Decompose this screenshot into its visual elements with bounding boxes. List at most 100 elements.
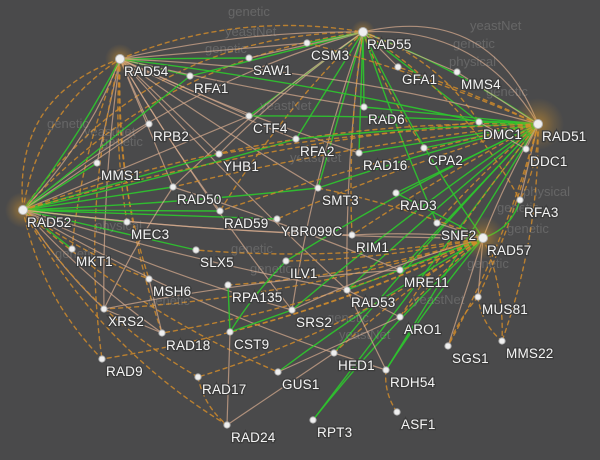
node-dot-GUS1[interactable] <box>274 368 282 376</box>
node-dot-RAD57[interactable] <box>478 233 488 243</box>
physical-edge-RAD54-CSM3[interactable] <box>119 42 308 60</box>
node-RAD50[interactable]: RAD50 <box>169 183 223 208</box>
physical-edge-GUS1-ARO1[interactable] <box>277 316 401 373</box>
node-dot-RAD53[interactable] <box>343 286 351 294</box>
node-dot-RAD17[interactable] <box>194 373 202 381</box>
green-edge-RAD51-RFA2[interactable] <box>295 123 539 140</box>
node-dot-DMC1[interactable] <box>475 118 483 126</box>
node-CTF4[interactable]: CTF4 <box>245 112 289 137</box>
physical-edge-RAD54-XRS2[interactable] <box>103 58 121 310</box>
node-RAD54[interactable]: RAD54 <box>115 54 170 80</box>
physical-edge-RAD24-HED1[interactable] <box>226 352 335 426</box>
node-ARO1[interactable]: ARO1 <box>396 313 443 338</box>
physical-edge-RAD55-RAD51[interactable] <box>362 30 539 125</box>
physical-edge-RAD54-RAD51[interactable] <box>119 58 539 125</box>
genetic-dashed-edge-RAD52-RAD55[interactable] <box>22 31 364 211</box>
node-RFA3[interactable]: RFA3 <box>516 196 560 221</box>
genetic-dashed-edge-RAD57-RPA135[interactable] <box>227 237 484 286</box>
node-SGS1[interactable]: SGS1 <box>444 342 490 367</box>
physical-edge-RAD54-RAD52[interactable] <box>22 58 121 211</box>
node-dot-RAD55[interactable] <box>358 27 368 37</box>
genetic-dashed-edge-RAD55-CPA2[interactable] <box>362 31 425 149</box>
node-RIM1[interactable]: RIM1 <box>348 231 390 256</box>
node-dot-RAD59[interactable] <box>216 207 224 215</box>
green-edge-RAD54-DMC1[interactable] <box>119 58 480 123</box>
node-MMS1[interactable]: MMS1 <box>93 159 142 184</box>
green-edge-RAD55-RAD57[interactable] <box>362 31 484 239</box>
physical-edge-RAD54-RAD55[interactable] <box>119 31 364 60</box>
node-dot-CTF4[interactable] <box>245 112 253 120</box>
node-dot-RAD9[interactable] <box>98 355 106 363</box>
node-SRS2[interactable]: SRS2 <box>288 306 333 331</box>
node-dot-RAD3[interactable] <box>392 189 400 197</box>
node-dot-RPT3[interactable] <box>309 416 317 424</box>
genetic-dashed-edge-RAD51-MMS22[interactable] <box>501 123 539 342</box>
genetic-dashed-edge-RAD51-CSM3[interactable] <box>306 42 539 125</box>
genetic-dashed-edge-RAD17-RAD24[interactable] <box>197 376 228 426</box>
node-dot-RIM1[interactable] <box>348 231 356 239</box>
node-RAD18[interactable]: RAD18 <box>158 329 212 354</box>
node-MSH6[interactable]: MSH6 <box>145 275 192 300</box>
green-edge-ILV1-CST9[interactable] <box>229 260 287 333</box>
node-dot-SRS2[interactable] <box>288 306 296 314</box>
node-GUS1[interactable]: GUS1 <box>274 368 321 393</box>
node-CST9[interactable]: CST9 <box>226 328 270 353</box>
node-RAD52[interactable]: RAD52 <box>18 205 73 231</box>
physical-edge-RAD50-XRS2[interactable] <box>103 186 174 310</box>
node-MRE11[interactable]: MRE11 <box>396 266 450 291</box>
physical-edge-RAD55-RAD51[interactable] <box>362 25 539 125</box>
physical-edge-RAD52-CTF4[interactable] <box>22 115 250 211</box>
genetic-dashed-edge-RAD54-RAD18[interactable] <box>119 58 163 334</box>
node-SAW1[interactable]: SAW1 <box>245 54 293 79</box>
genetic-dashed-edge-RAD51-ARO1[interactable] <box>399 123 539 318</box>
green-edge-RAD51-SRS2[interactable] <box>291 123 539 311</box>
node-dot-RPB2[interactable] <box>145 120 153 128</box>
node-dot-RAD6[interactable] <box>360 103 368 111</box>
node-MKT1[interactable]: MKT1 <box>68 245 114 270</box>
node-RAD55[interactable]: RAD55 <box>358 27 413 53</box>
node-YHB1[interactable]: YHB1 <box>215 150 260 175</box>
physical-edge-RAD54-RAD6[interactable] <box>119 58 365 108</box>
genetic-dashed-edge-RAD54-RAD55[interactable] <box>119 24 364 60</box>
node-RAD51[interactable]: RAD51 <box>533 119 588 145</box>
node-RDH54[interactable]: RDH54 <box>382 366 437 391</box>
node-dot-XRS2[interactable] <box>100 305 108 313</box>
green-edge-RAD51-RAD53[interactable] <box>346 123 539 291</box>
node-dot-RFA1[interactable] <box>186 72 194 80</box>
node-MMS4[interactable]: MMS4 <box>453 68 502 93</box>
genetic-dashed-edge-RAD57-SLX5[interactable] <box>195 237 484 255</box>
physical-edge-RAD55-SRS2[interactable] <box>291 31 364 311</box>
physical-edge-MRE11-XRS2[interactable] <box>103 269 401 310</box>
node-dot-ILV1[interactable] <box>282 257 290 265</box>
node-CSM3[interactable]: CSM3 <box>303 39 350 64</box>
green-edge-RAD51-HED1[interactable] <box>333 123 539 354</box>
node-dot-RAD24[interactable] <box>223 421 231 429</box>
node-RAD16[interactable]: RAD16 <box>355 149 409 174</box>
green-edge-RAD52-RFA1[interactable] <box>22 75 191 211</box>
node-ILV1[interactable]: ILV1 <box>282 257 319 282</box>
node-RPA135[interactable]: RPA135 <box>224 281 284 306</box>
physical-edge-RAD24-CST9[interactable] <box>226 331 231 426</box>
node-dot-MUS81[interactable] <box>474 293 482 301</box>
node-dot-YHB1[interactable] <box>215 150 223 158</box>
genetic-dashed-edge-RAD51-RAD59[interactable] <box>219 123 539 212</box>
node-RAD6[interactable]: RAD6 <box>360 103 406 128</box>
node-CPA2[interactable]: CPA2 <box>420 144 464 169</box>
physical-edge-RAD52-HED1[interactable] <box>22 209 335 354</box>
node-RPB2[interactable]: RPB2 <box>145 120 190 145</box>
node-dot-YBR099C[interactable] <box>273 215 281 223</box>
node-dot-RAD54[interactable] <box>115 54 125 64</box>
node-dot-GFA1[interactable] <box>394 63 402 71</box>
physical-edge-RAD52-RAD57[interactable] <box>22 209 484 239</box>
genetic-dashed-edge-RAD51-YHB1[interactable] <box>218 123 539 155</box>
node-RAD9[interactable]: RAD9 <box>98 355 144 380</box>
green-edge-RAD52-RFA2[interactable] <box>22 138 297 211</box>
node-dot-SAW1[interactable] <box>245 54 253 62</box>
node-dot-ARO1[interactable] <box>396 313 404 321</box>
physical-edge-RAD54-RAD59[interactable] <box>119 58 221 212</box>
physical-edge-RAD54-YHB1[interactable] <box>119 58 220 155</box>
node-dot-RFA2[interactable] <box>292 135 300 143</box>
green-edge-RPA135-CST9[interactable] <box>227 284 231 333</box>
node-SNF2[interactable]: SNF2 <box>433 219 477 244</box>
node-SLX5[interactable]: SLX5 <box>192 246 235 271</box>
